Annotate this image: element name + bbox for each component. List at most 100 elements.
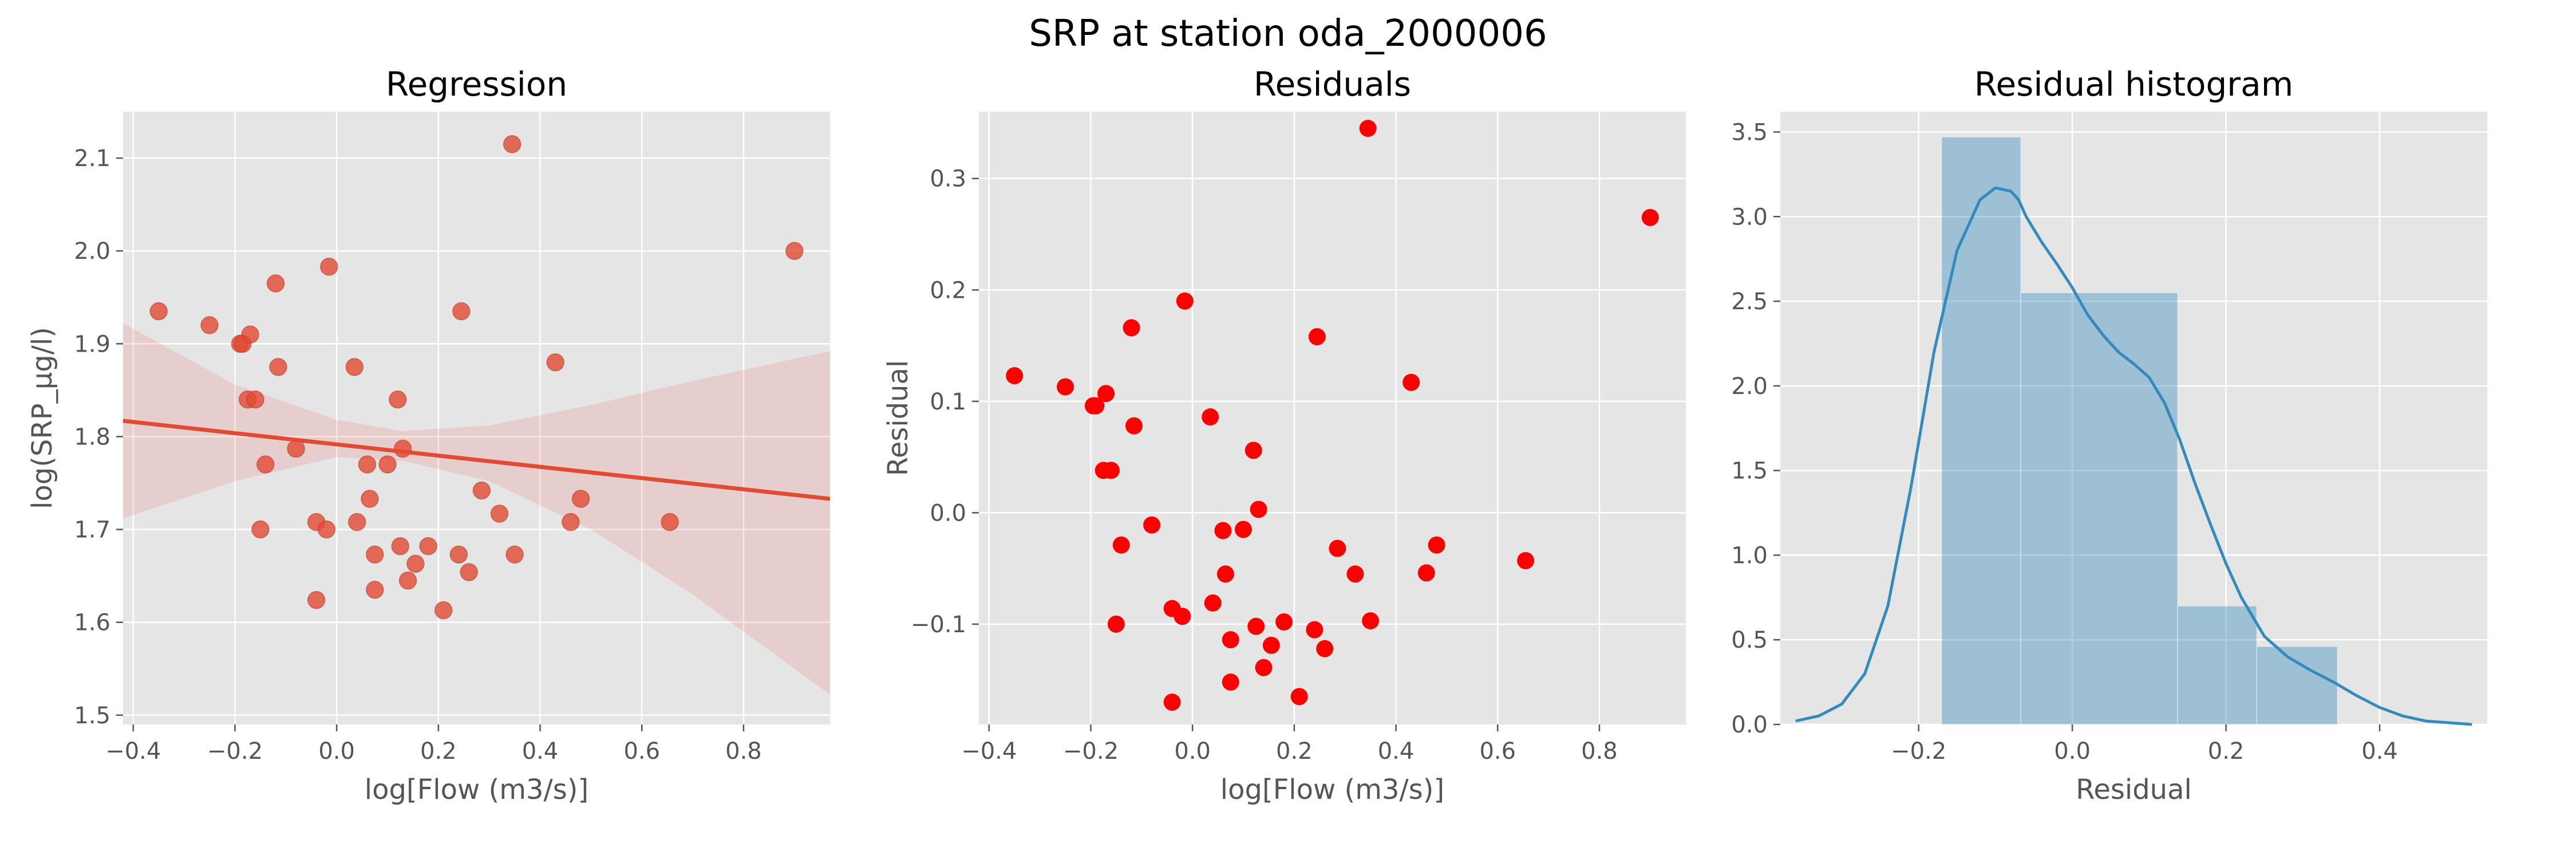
data-point [317,520,336,539]
data-point [1316,640,1334,657]
x-tick-label: 0.6 [623,738,660,765]
data-point [472,481,491,500]
data-point [366,581,384,599]
residuals-panel: −0.4 −0.2 0.0 0.2 0.4 0.6 0.8 −0.1 0.0 0.1 0.2 0.3 R… [882,65,1686,806]
data-point [1329,539,1346,557]
panel-title: Regression [386,65,567,104]
y-tick-label: 2.0 [74,238,110,265]
data-point [661,513,679,531]
y-tick-label: 0.2 [930,277,966,304]
data-point [1163,693,1181,711]
regression-panel: −0.4 −0.2 0.0 0.2 0.4 0.6 0.8 1.5 1.6 1.7 1.8 1.9 2.… [26,65,831,806]
data-point [460,563,478,581]
data-point [307,591,326,609]
y-tick-label: 2.0 [1731,373,1768,400]
data-point [266,274,285,293]
data-point [1428,536,1445,554]
x-axis-label: log[Flow (m3/s)] [1220,774,1444,806]
panel-title: Residuals [1254,65,1411,104]
y-tick-label: 1.6 [74,610,110,636]
data-point [490,505,509,523]
x-axis-label: Residual [2076,774,2192,806]
y-tick-label: 1.7 [74,517,110,543]
x-tick-label: −0.2 [1891,738,1946,765]
x-tick-label: 0.8 [725,738,762,765]
x-tick-label: −0.4 [961,738,1017,765]
data-point [1362,612,1380,630]
data-point [1641,208,1659,226]
data-point [246,390,264,409]
data-point [1176,292,1194,310]
x-tick-label: 0.8 [1581,738,1618,765]
data-point [149,302,168,321]
data-point [1244,442,1262,459]
x-tick-label: 0.2 [1276,738,1313,765]
data-point [251,520,270,539]
histogram-bar [1941,136,2022,725]
y-tick-label: 2.5 [1731,289,1768,315]
panel-title: Residual histogram [1974,65,2293,104]
data-point [1255,659,1273,676]
histogram-panel: −0.2 0.0 0.2 0.4 0.0 0.5 1.0 1.5 2.0 2.5 3.0 3.5 Res… [1731,65,2487,806]
y-tick-label: 0.3 [930,166,966,192]
y-axis-label: Residual [882,360,914,476]
data-point [361,490,379,508]
data-point [1417,564,1435,582]
data-point [347,513,366,531]
data-point [241,325,259,344]
histogram-bar [2020,292,2179,726]
data-point [452,302,471,321]
data-point [398,571,417,590]
x-tick-label: −0.4 [105,738,161,765]
data-point [389,390,407,409]
data-point [505,545,524,564]
x-tick-label: 0.0 [2054,738,2091,765]
data-point [1306,621,1323,639]
y-tick-label: 1.0 [1731,542,1768,569]
kde-curve [1795,186,2472,726]
data-point [562,513,580,531]
data-point [1123,319,1140,337]
x-tick-label: 0.0 [318,738,355,765]
y-axis-label: log(SRP_μg/l) [26,327,58,509]
data-point [503,135,521,153]
data-point [1359,120,1377,137]
x-tick-label: 0.2 [420,738,457,765]
y-tick-label: 0.1 [930,389,966,415]
histogram-bar [2177,605,2258,725]
y-tick-label: 2.1 [74,145,110,172]
histogram-bar [2256,646,2338,726]
data-point [200,316,219,334]
data-point [378,455,397,474]
x-axis-label: log[Flow (m3/s)] [365,774,588,806]
x-tick-label: 0.4 [1378,738,1415,765]
y-tick-label: 0.0 [1731,712,1768,738]
data-point [1214,522,1232,539]
data-point [1247,617,1265,635]
data-point [1125,417,1143,435]
data-point [287,439,305,458]
data-point [434,601,453,620]
data-point [366,545,384,564]
data-point [546,353,564,372]
data-point [320,257,338,276]
data-point [1346,565,1364,583]
y-tick-label: −0.1 [911,612,966,638]
y-tick-label: 1.5 [1731,458,1768,484]
y-tick-label: 1.5 [74,703,110,729]
x-tick-label: −0.2 [207,738,263,765]
x-tick-label: 0.6 [1479,738,1516,765]
data-point [1143,516,1161,534]
figure-title: SRP at station oda_2000006 [1029,13,1547,55]
y-tick-label: 0.0 [930,500,966,526]
data-point [1216,565,1234,583]
data-point [358,455,377,474]
data-point [1290,688,1308,706]
data-point [571,490,590,508]
y-tick-label: 1.8 [74,424,110,450]
data-point [1174,608,1191,625]
plot-area [979,112,1686,724]
data-point [1112,536,1130,554]
data-point [1202,408,1219,426]
